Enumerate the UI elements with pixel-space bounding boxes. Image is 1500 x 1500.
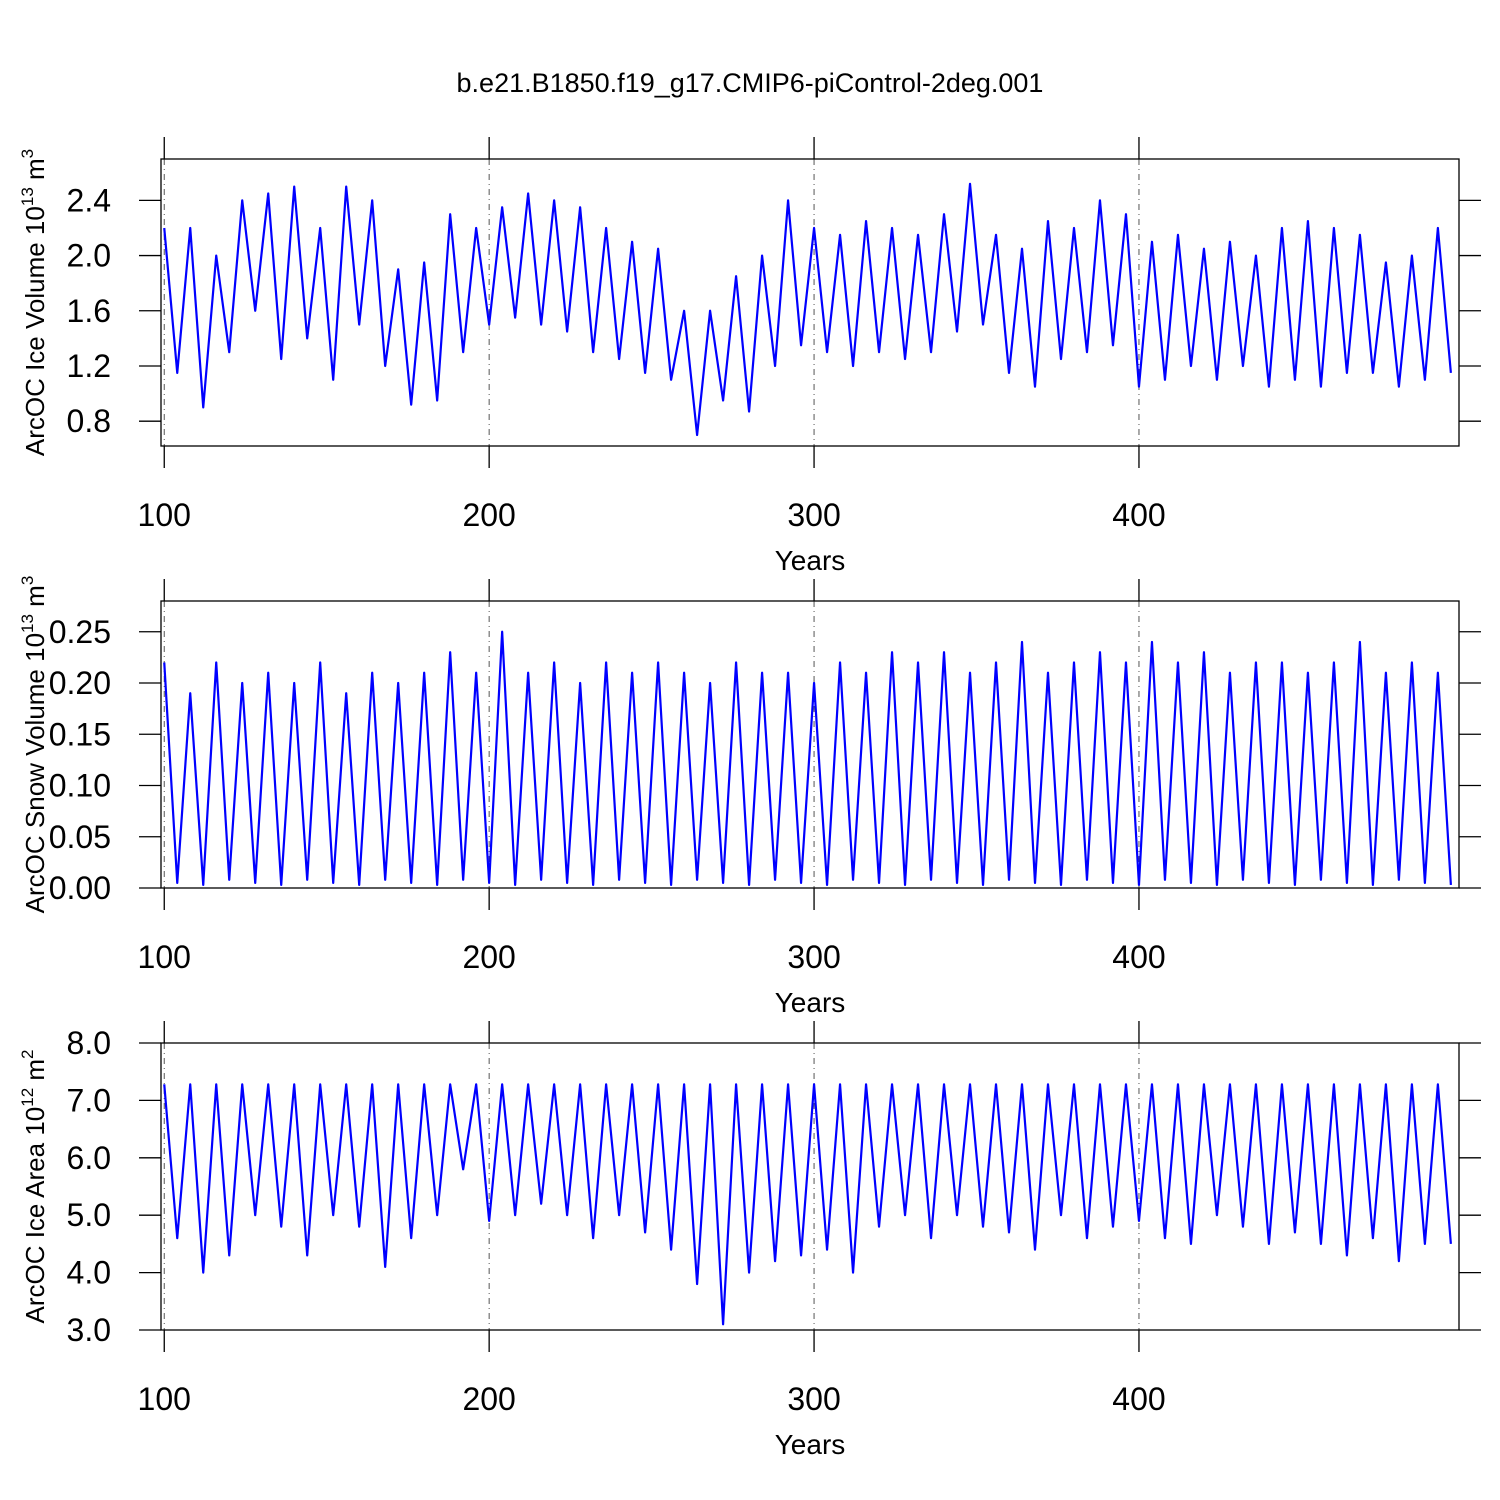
y-axis-label: ArcOC Ice Area 1012 m2 <box>18 1049 50 1323</box>
plot-frame <box>160 1042 1460 1331</box>
y-tick-label: 5.0 <box>67 1197 111 1233</box>
y-axis-label-exponent: 13 <box>18 614 37 633</box>
plot-frame <box>160 600 1460 889</box>
y-tick-label: 0.8 <box>67 403 111 439</box>
x-axis-label: Years <box>775 987 846 1018</box>
y-tick-label: 8.0 <box>67 1025 111 1061</box>
y-tick-label: 3.0 <box>67 1312 111 1348</box>
plot-frame <box>160 158 1460 447</box>
y-axis-label-part: m <box>20 585 50 614</box>
y-axis-label-exponent: 3 <box>18 576 37 585</box>
y-tick-label: 2.4 <box>67 182 111 218</box>
y-tick-label: 0.20 <box>49 665 111 701</box>
y-axis-label-exponent: 13 <box>18 187 37 206</box>
data-line <box>163 630 1452 887</box>
data-line <box>163 1083 1452 1326</box>
y-axis-label-part: ArcOC Snow Volume 10 <box>20 633 50 913</box>
y-tick-label: 2.0 <box>67 238 111 274</box>
x-tick-label: 300 <box>787 939 840 975</box>
y-axis-label-exponent: 12 <box>18 1088 37 1107</box>
y-tick-label: 7.0 <box>67 1082 111 1118</box>
x-axis-label: Years <box>775 545 846 576</box>
x-tick-label: 100 <box>138 1381 191 1417</box>
x-tick-label: 200 <box>462 497 515 533</box>
y-axis-label-part: m <box>20 158 50 187</box>
x-tick-label: 300 <box>787 1381 840 1417</box>
y-axis-label-exponent: 3 <box>18 149 37 158</box>
x-tick-label: 100 <box>138 939 191 975</box>
x-tick-label: 400 <box>1112 1381 1165 1417</box>
data-line <box>163 182 1452 437</box>
y-tick-label: 0.00 <box>49 870 111 906</box>
x-tick-label: 100 <box>138 497 191 533</box>
y-tick-label: 0.15 <box>49 716 111 752</box>
y-axis-label-part: m <box>20 1059 50 1088</box>
x-tick-label: 200 <box>462 939 515 975</box>
x-tick-label: 300 <box>787 497 840 533</box>
y-tick-label: 6.0 <box>67 1140 111 1176</box>
figure-title: b.e21.B1850.f19_g17.CMIP6-piControl-2deg… <box>457 68 1044 98</box>
y-tick-label: 4.0 <box>67 1255 111 1291</box>
y-tick-label: 1.2 <box>67 348 111 384</box>
y-tick-label: 0.05 <box>49 819 111 855</box>
y-tick-label: 1.6 <box>67 293 111 329</box>
y-axis-label-exponent: 2 <box>18 1049 37 1058</box>
y-tick-label: 0.10 <box>49 768 111 804</box>
y-axis-label: ArcOC Ice Volume 1013 m3 <box>18 149 50 456</box>
y-axis-label-part: ArcOC Ice Area 10 <box>20 1107 50 1324</box>
y-axis-label-part: ArcOC Ice Volume 10 <box>20 206 50 456</box>
x-tick-label: 400 <box>1112 497 1165 533</box>
y-tick-label: 0.25 <box>49 614 111 650</box>
x-axis-label: Years <box>775 1429 846 1460</box>
y-axis-label: ArcOC Snow Volume 1013 m3 <box>18 576 50 914</box>
x-tick-label: 400 <box>1112 939 1165 975</box>
x-tick-label: 200 <box>462 1381 515 1417</box>
